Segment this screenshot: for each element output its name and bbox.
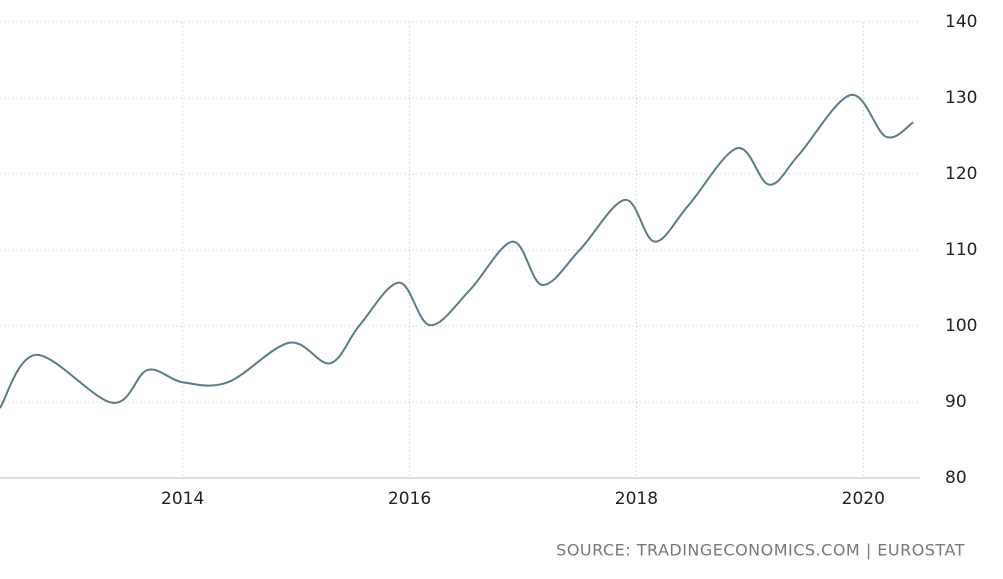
y-tick-label: 110 <box>945 240 977 260</box>
y-tick-label: 140 <box>945 12 977 32</box>
x-tick-label: 2014 <box>161 489 204 509</box>
source: SOURCE: TRADINGECONOMICS.COM | EUROSTAT <box>556 541 965 560</box>
x-tick-label: 2018 <box>615 489 658 509</box>
x-tick-label: 2020 <box>842 489 885 509</box>
x-tick-label: 2016 <box>388 489 431 509</box>
line-series <box>0 93 914 409</box>
y-tick-label: 100 <box>945 316 977 336</box>
y-tick-label: 130 <box>945 88 977 108</box>
y-tick-label: 120 <box>945 164 977 184</box>
y-tick-label: 90 <box>945 392 967 412</box>
y-tick-label: 80 <box>945 468 967 488</box>
